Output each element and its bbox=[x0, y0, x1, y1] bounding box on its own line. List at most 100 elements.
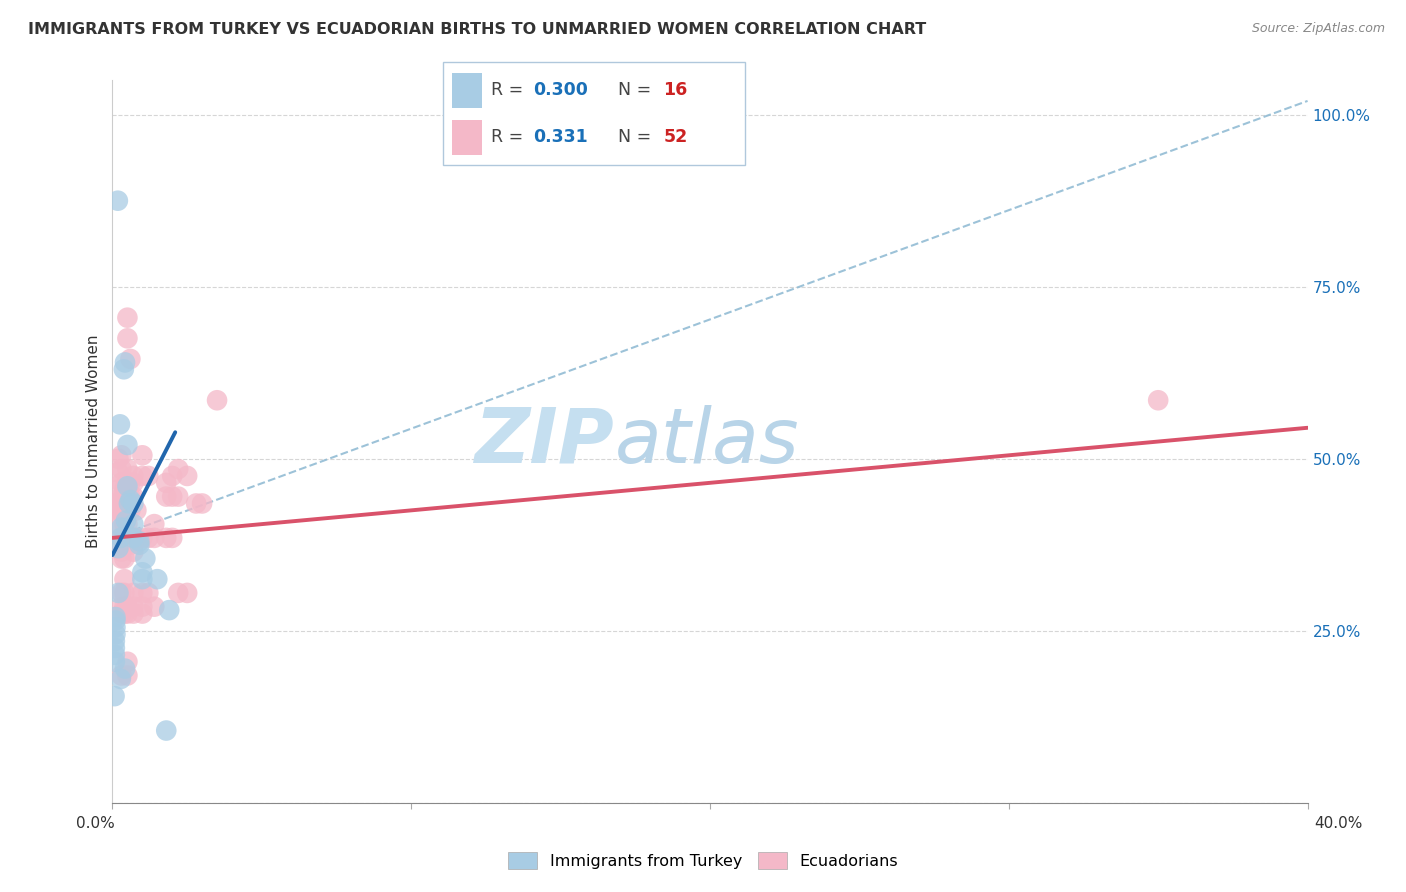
Point bbox=[117, 479, 139, 493]
Point bbox=[120, 490, 142, 504]
Point bbox=[155, 490, 177, 504]
Point bbox=[110, 551, 132, 566]
Point bbox=[104, 496, 127, 510]
Point bbox=[114, 551, 135, 566]
Point bbox=[120, 531, 142, 545]
Text: N =: N = bbox=[619, 81, 657, 99]
Point bbox=[134, 551, 156, 566]
Point bbox=[107, 517, 129, 532]
Point bbox=[176, 586, 198, 600]
Point bbox=[131, 599, 153, 614]
Point bbox=[120, 475, 142, 490]
Point bbox=[110, 672, 132, 686]
Point bbox=[110, 668, 132, 682]
Point bbox=[110, 531, 132, 545]
Point bbox=[117, 475, 139, 490]
Point bbox=[120, 493, 142, 508]
Point bbox=[104, 620, 127, 634]
Point bbox=[110, 531, 132, 545]
Point bbox=[114, 538, 135, 552]
Point bbox=[131, 572, 153, 586]
Point bbox=[155, 723, 177, 738]
Point bbox=[143, 599, 166, 614]
Legend: Immigrants from Turkey, Ecuadorians: Immigrants from Turkey, Ecuadorians bbox=[502, 846, 904, 875]
Point bbox=[107, 483, 129, 497]
Point bbox=[122, 544, 145, 558]
Point bbox=[107, 496, 129, 510]
Point bbox=[155, 531, 177, 545]
Point bbox=[112, 362, 135, 376]
Point bbox=[122, 599, 145, 614]
Point bbox=[110, 490, 132, 504]
Point bbox=[120, 538, 142, 552]
Point bbox=[114, 572, 135, 586]
Point bbox=[138, 469, 160, 483]
Point bbox=[122, 469, 145, 483]
Point bbox=[162, 490, 183, 504]
Point bbox=[114, 662, 136, 676]
Text: 0.331: 0.331 bbox=[534, 128, 588, 146]
Point bbox=[131, 531, 153, 545]
Bar bbox=[451, 120, 482, 155]
Point bbox=[157, 603, 180, 617]
Point bbox=[205, 393, 228, 408]
Text: 40.0%: 40.0% bbox=[1315, 816, 1362, 830]
Point bbox=[146, 572, 169, 586]
Point bbox=[110, 599, 132, 614]
Text: atlas: atlas bbox=[614, 405, 799, 478]
Point bbox=[104, 503, 127, 517]
Text: 0.0%: 0.0% bbox=[76, 816, 115, 830]
Point bbox=[110, 496, 132, 510]
Point bbox=[117, 503, 139, 517]
Point bbox=[120, 503, 142, 517]
Point bbox=[107, 451, 129, 466]
Point bbox=[117, 655, 139, 669]
Point bbox=[122, 607, 145, 621]
Point bbox=[117, 517, 139, 532]
Point bbox=[110, 448, 132, 462]
Point bbox=[131, 469, 153, 483]
Point bbox=[104, 640, 127, 655]
Point bbox=[104, 614, 127, 628]
Text: 16: 16 bbox=[664, 81, 688, 99]
Point bbox=[104, 648, 127, 662]
Point bbox=[138, 586, 160, 600]
Point bbox=[131, 448, 153, 462]
Point bbox=[117, 331, 139, 345]
Point bbox=[117, 599, 139, 614]
Point bbox=[143, 531, 166, 545]
Point bbox=[104, 655, 127, 669]
Point bbox=[128, 538, 150, 552]
Point bbox=[138, 531, 160, 545]
Point bbox=[108, 417, 131, 432]
Point bbox=[104, 627, 127, 641]
Point bbox=[128, 534, 150, 549]
Point bbox=[117, 438, 139, 452]
Point bbox=[120, 351, 142, 366]
Point bbox=[122, 475, 145, 490]
Point bbox=[1147, 393, 1170, 408]
Point bbox=[110, 475, 132, 490]
Point bbox=[114, 599, 135, 614]
Point bbox=[117, 531, 139, 545]
Point bbox=[117, 496, 139, 510]
Text: 0.300: 0.300 bbox=[534, 81, 589, 99]
Text: R =: R = bbox=[491, 81, 529, 99]
Point bbox=[122, 531, 145, 545]
Text: N =: N = bbox=[619, 128, 657, 146]
Point bbox=[117, 462, 139, 476]
Point bbox=[110, 544, 132, 558]
Point bbox=[122, 531, 145, 545]
Point bbox=[167, 462, 190, 476]
Point bbox=[167, 586, 190, 600]
Point bbox=[110, 586, 132, 600]
Point bbox=[104, 634, 127, 648]
Point bbox=[125, 503, 148, 517]
Point bbox=[122, 496, 145, 510]
Point bbox=[117, 310, 139, 325]
Point bbox=[131, 607, 153, 621]
Point bbox=[122, 490, 145, 504]
Point bbox=[143, 517, 166, 532]
Bar bbox=[451, 73, 482, 108]
FancyBboxPatch shape bbox=[443, 62, 745, 165]
